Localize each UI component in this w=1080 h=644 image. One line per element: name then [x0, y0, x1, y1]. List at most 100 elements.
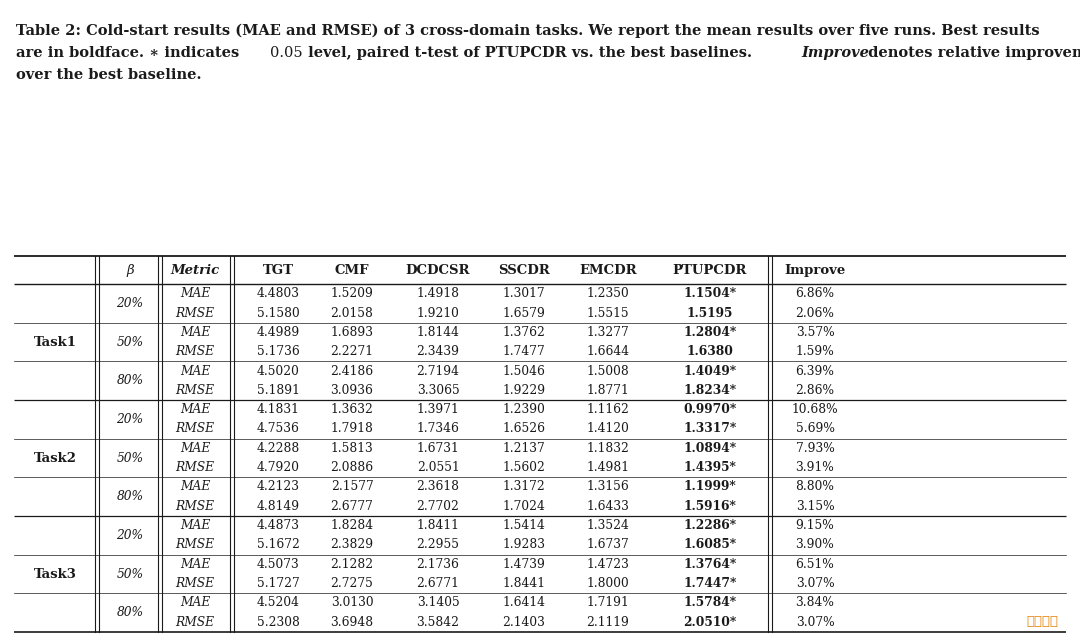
Text: 50%: 50%: [117, 451, 144, 464]
Text: MAE: MAE: [179, 403, 211, 416]
Text: 3.91%: 3.91%: [796, 461, 835, 474]
Text: 1.3277: 1.3277: [586, 326, 630, 339]
Text: 2.7275: 2.7275: [330, 577, 374, 590]
Text: 80%: 80%: [117, 490, 144, 503]
Text: MAE: MAE: [179, 480, 211, 493]
Text: 2.2271: 2.2271: [330, 345, 374, 358]
Text: 1.4395*: 1.4395*: [684, 461, 737, 474]
Text: 1.3762: 1.3762: [502, 326, 545, 339]
Text: 1.9283: 1.9283: [502, 538, 545, 551]
Text: 5.1736: 5.1736: [257, 345, 299, 358]
Text: 1.8000: 1.8000: [586, 577, 630, 590]
Text: 6.39%: 6.39%: [796, 365, 835, 377]
Text: 1.9210: 1.9210: [417, 307, 459, 319]
Text: 1.6893: 1.6893: [330, 326, 374, 339]
Text: RMSE: RMSE: [175, 461, 215, 474]
Text: 4.4873: 4.4873: [257, 519, 299, 532]
Text: 2.0158: 2.0158: [330, 307, 374, 319]
Text: CMF: CMF: [335, 263, 369, 276]
Text: 3.07%: 3.07%: [796, 577, 835, 590]
Text: 80%: 80%: [117, 606, 144, 619]
Text: 4.7536: 4.7536: [257, 422, 299, 435]
Text: 1.5813: 1.5813: [330, 442, 374, 455]
Text: 1.5008: 1.5008: [586, 365, 630, 377]
Text: 1.7918: 1.7918: [330, 422, 374, 435]
Text: Table 2: Cold-start results (MAE and RMSE) of 3 cross-domain tasks. We report th: Table 2: Cold-start results (MAE and RMS…: [16, 24, 1040, 39]
Text: 9.15%: 9.15%: [796, 519, 835, 532]
Text: 4.5204: 4.5204: [257, 596, 299, 609]
Text: Task1: Task1: [33, 336, 77, 348]
Text: 1.6085*: 1.6085*: [684, 538, 737, 551]
Text: are in boldface. ∗ indicates: are in boldface. ∗ indicates: [16, 46, 244, 60]
Text: 1.7024: 1.7024: [502, 500, 545, 513]
Text: 2.4186: 2.4186: [330, 365, 374, 377]
Text: 1.5046: 1.5046: [502, 365, 545, 377]
Text: 3.6948: 3.6948: [330, 616, 374, 629]
Text: SSCDR: SSCDR: [498, 263, 550, 276]
Text: 2.6777: 2.6777: [330, 500, 374, 513]
Text: DCDCSR: DCDCSR: [406, 263, 470, 276]
Text: 0.9970*: 0.9970*: [684, 403, 737, 416]
Text: over the best baseline.: over the best baseline.: [16, 68, 202, 82]
Text: 1.8771: 1.8771: [586, 384, 630, 397]
Text: 1.5209: 1.5209: [330, 287, 374, 300]
Text: Improve: Improve: [784, 263, 846, 276]
Text: 3.3065: 3.3065: [417, 384, 459, 397]
Text: 2.7702: 2.7702: [417, 500, 459, 513]
Text: 1.8144: 1.8144: [417, 326, 459, 339]
Text: 80%: 80%: [117, 374, 144, 387]
Text: 3.84%: 3.84%: [796, 596, 835, 609]
Text: 10.68%: 10.68%: [792, 403, 838, 416]
Text: 1.8234*: 1.8234*: [684, 384, 737, 397]
Text: 1.1504*: 1.1504*: [684, 287, 737, 300]
Text: 2.1282: 2.1282: [330, 558, 374, 571]
Text: TGT: TGT: [262, 263, 294, 276]
Text: RMSE: RMSE: [175, 577, 215, 590]
Text: RMSE: RMSE: [175, 616, 215, 629]
Text: 1.3172: 1.3172: [502, 480, 545, 493]
Text: 1.6579: 1.6579: [502, 307, 545, 319]
Text: 4.7920: 4.7920: [257, 461, 299, 474]
Text: 8.80%: 8.80%: [796, 480, 835, 493]
Text: 1.8411: 1.8411: [417, 519, 459, 532]
Text: 1.6433: 1.6433: [586, 500, 630, 513]
Text: 谷普下载: 谷普下载: [1026, 615, 1058, 628]
Text: 2.7194: 2.7194: [417, 365, 459, 377]
Text: 2.2955: 2.2955: [417, 538, 459, 551]
Text: 1.4981: 1.4981: [586, 461, 630, 474]
Text: 3.1405: 3.1405: [417, 596, 459, 609]
Text: 4.4989: 4.4989: [256, 326, 299, 339]
Text: 1.5195: 1.5195: [687, 307, 733, 319]
Text: 1.6644: 1.6644: [586, 345, 630, 358]
Text: 1.6414: 1.6414: [502, 596, 545, 609]
Text: 5.2308: 5.2308: [257, 616, 299, 629]
Text: 3.07%: 3.07%: [796, 616, 835, 629]
Text: 5.69%: 5.69%: [796, 422, 835, 435]
Text: 4.1831: 4.1831: [257, 403, 299, 416]
Text: 2.0510*: 2.0510*: [684, 616, 737, 629]
Text: 6.86%: 6.86%: [796, 287, 835, 300]
Text: 5.1580: 5.1580: [257, 307, 299, 319]
Text: 4.2288: 4.2288: [256, 442, 299, 455]
Text: RMSE: RMSE: [175, 384, 215, 397]
Text: 1.8284: 1.8284: [330, 519, 374, 532]
Text: 20%: 20%: [117, 297, 144, 310]
Text: 1.6380: 1.6380: [687, 345, 733, 358]
Text: 50%: 50%: [117, 336, 144, 348]
Text: RMSE: RMSE: [175, 307, 215, 319]
Text: 4.2123: 4.2123: [257, 480, 299, 493]
Text: 1.0894*: 1.0894*: [684, 442, 737, 455]
Text: 3.90%: 3.90%: [796, 538, 835, 551]
Text: 3.0936: 3.0936: [330, 384, 374, 397]
Text: 1.5784*: 1.5784*: [684, 596, 737, 609]
Text: 4.8149: 4.8149: [256, 500, 299, 513]
Text: 1.6526: 1.6526: [502, 422, 545, 435]
Text: 1.9229: 1.9229: [502, 384, 545, 397]
Text: 1.7191: 1.7191: [586, 596, 630, 609]
Text: 3.57%: 3.57%: [796, 326, 835, 339]
Text: MAE: MAE: [179, 519, 211, 532]
Text: 2.06%: 2.06%: [796, 307, 835, 319]
Text: 2.3618: 2.3618: [417, 480, 459, 493]
Text: 6.51%: 6.51%: [796, 558, 835, 571]
Text: 1.59%: 1.59%: [796, 345, 835, 358]
